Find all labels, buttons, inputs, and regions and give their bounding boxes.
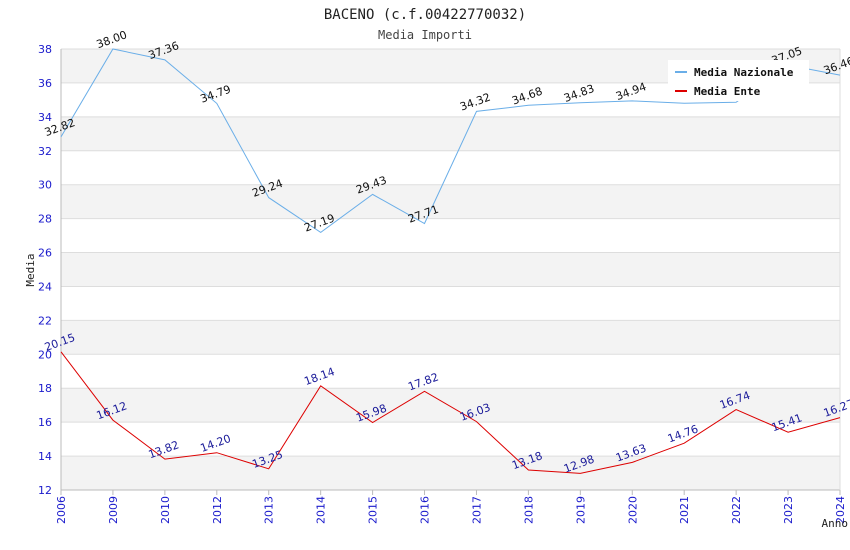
y-tick-label: 20	[38, 348, 52, 361]
y-tick-label: 30	[38, 179, 52, 192]
grid-band	[61, 354, 840, 389]
chart-title: BACENO (c.f.00422770032)	[324, 7, 526, 23]
x-tick-label: 2014	[315, 496, 328, 524]
x-tick-label: 2010	[159, 496, 172, 524]
series-line-media-nazionale	[60, 48, 841, 234]
y-tick-label: 38	[38, 43, 52, 56]
grid-lines	[61, 48, 840, 491]
legend-label: Media Nazionale	[694, 66, 794, 79]
x-tick-label: 2022	[730, 496, 743, 524]
y-tick-label: 36	[38, 77, 52, 90]
y-tick-label: 34	[38, 111, 52, 124]
chart-subtitle: Media Importi	[378, 28, 472, 42]
grid-band	[61, 184, 840, 219]
x-axis-label: Anno	[822, 517, 849, 530]
grid-band	[61, 252, 840, 287]
y-tick-label: 16	[38, 416, 52, 429]
grid-band	[61, 422, 840, 457]
grid-band	[61, 218, 840, 253]
y-tick-label: 24	[38, 280, 52, 293]
grid-band	[61, 320, 840, 355]
series-line-media-ente	[60, 351, 841, 474]
legend-box	[668, 60, 809, 101]
grid-band	[61, 456, 840, 490]
x-tick-label: 2016	[419, 496, 432, 524]
grid-bands	[61, 49, 840, 490]
x-tick-label: 2012	[211, 496, 224, 524]
x-tick-label: 2017	[470, 496, 483, 524]
axes	[60, 49, 841, 495]
x-tick-label: 2024	[834, 496, 847, 524]
x-tick-label: 2015	[367, 496, 380, 524]
y-tick-label: 14	[38, 450, 52, 463]
x-tick-label: 2018	[522, 496, 535, 524]
y-tick-label: 28	[38, 213, 52, 226]
series-lines	[60, 48, 841, 474]
grid-band	[61, 286, 840, 321]
grid-band	[61, 116, 840, 151]
x-tick-label: 2009	[107, 496, 120, 524]
x-tick-label: 2020	[626, 496, 639, 524]
y-axis-label: Media	[24, 253, 37, 286]
y-tick-label: 32	[38, 145, 52, 158]
x-tick-label: 2021	[678, 496, 691, 524]
x-tick-label: 2023	[782, 496, 795, 524]
y-tick-label: 12	[38, 484, 52, 497]
y-tick-label: 18	[38, 382, 52, 395]
legend: Media Nazionale Media Ente	[668, 60, 809, 101]
grid-band	[61, 388, 840, 423]
legend-label: Media Ente	[694, 85, 761, 98]
y-tick-label: 22	[38, 314, 52, 327]
y-tick-labels: 12 14 16 18 20 22 24 26 28 30 32 34 36 38	[38, 43, 52, 497]
x-tick-label: 2006	[55, 496, 68, 524]
y-tick-label: 26	[38, 247, 52, 260]
data-label: 38.00	[95, 28, 129, 51]
x-tick-label: 2019	[574, 496, 587, 524]
x-tick-label: 2013	[263, 496, 276, 524]
x-tick-labels: 2006 2009 2010 2012 2013 2014 2015 2016 2017 2018…	[55, 496, 847, 524]
